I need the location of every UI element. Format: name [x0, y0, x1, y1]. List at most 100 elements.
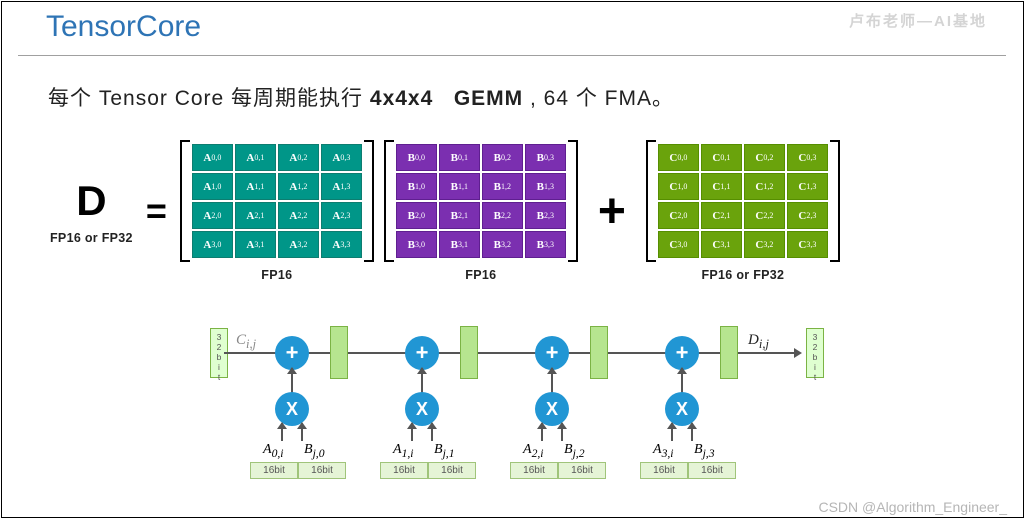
matrix-cell: A1,1	[235, 173, 276, 200]
matrix-cell: A1,0	[192, 173, 233, 200]
operand-a: A2,i	[523, 442, 544, 460]
matrix-cell: A2,1	[235, 202, 276, 229]
matrix-cell: C3,3	[787, 231, 828, 258]
matrix-B: B0,0B0,1B0,2B0,3B1,0B1,1B1,2B1,3B2,0B2,1…	[394, 142, 568, 260]
matrix-cell: B3,1	[439, 231, 480, 258]
fma-stage: +XA2,iBj,216bit16bit	[510, 320, 640, 490]
matrix-cell: B2,2	[482, 202, 523, 229]
matrix-cell: A3,0	[192, 231, 233, 258]
matrix-cell: B1,2	[482, 173, 523, 200]
matrix-cell: C2,1	[701, 202, 742, 229]
reg-16bit: 16bit	[298, 462, 346, 479]
matrix-cell: A2,3	[321, 202, 362, 229]
matrix-cell: B2,0	[396, 202, 437, 229]
mul-node-icon: X	[535, 392, 569, 426]
vconn-line	[681, 368, 683, 394]
operand-b: Bj,2	[564, 442, 585, 460]
matrix-cell: B2,3	[525, 202, 566, 229]
matrix-cell: B3,2	[482, 231, 523, 258]
matrix-cell: A1,2	[278, 173, 319, 200]
mul-node-icon: X	[275, 392, 309, 426]
operand-a: A1,i	[393, 442, 414, 460]
subtitle-prefix: 每个 Tensor Core 每周期能执行	[48, 87, 370, 110]
label-D: FP16 or FP32	[50, 231, 133, 245]
matrix-cell: C1,3	[787, 173, 828, 200]
register-box	[590, 326, 608, 379]
operand-a: A0,i	[263, 442, 284, 460]
fma-stage: +XA1,iBj,116bit16bit	[380, 320, 510, 490]
eq-equals: =	[143, 190, 170, 232]
matrix-cell: C3,0	[658, 231, 699, 258]
matrix-cell: C2,0	[658, 202, 699, 229]
subtitle-bold-dim: 4x4x4	[370, 87, 433, 110]
input-leg	[671, 423, 673, 441]
input-leg	[691, 423, 693, 441]
input-leg	[301, 423, 303, 441]
matrix-cell: A2,0	[192, 202, 233, 229]
add-node-icon: +	[665, 336, 699, 370]
add-node-icon: +	[405, 336, 439, 370]
matrix-cell: B3,3	[525, 231, 566, 258]
matrix-cell: C0,3	[787, 144, 828, 171]
matrix-cell: A3,3	[321, 231, 362, 258]
input-leg	[561, 423, 563, 441]
matrix-cell: B2,1	[439, 202, 480, 229]
matrix-cell: C0,0	[658, 144, 699, 171]
mul-node-icon: X	[665, 392, 699, 426]
matrix-cell: B0,3	[525, 144, 566, 171]
matrix-cell: B0,1	[439, 144, 480, 171]
matrix-cell: C0,2	[744, 144, 785, 171]
matrix-cell: C2,2	[744, 202, 785, 229]
add-node-icon: +	[535, 336, 569, 370]
register-box	[460, 326, 478, 379]
matrix-cell: A0,0	[192, 144, 233, 171]
add-node-icon: +	[275, 336, 309, 370]
matrix-cell: A0,1	[235, 144, 276, 171]
reg-16bit: 16bit	[250, 462, 298, 479]
page-title: TensorCore	[46, 10, 201, 44]
vconn-line	[421, 368, 423, 394]
vconn-line	[291, 368, 293, 394]
matrix-cell: C1,1	[701, 173, 742, 200]
mul-node-icon: X	[405, 392, 439, 426]
subtitle-bold-gemm: GEMM	[454, 87, 523, 110]
subtitle: 每个 Tensor Core 每周期能执行 4x4x4 GEMM , 64 个 …	[48, 82, 674, 112]
gemm-equation: D FP16 or FP32 = A0,0A0,1A0,2A0,3A1,0A1,…	[50, 140, 840, 282]
matrix-B-wrap: B0,0B0,1B0,2B0,3B1,0B1,1B1,2B1,3B2,0B2,1…	[384, 140, 578, 262]
watermark-top: 卢布老师—AI基地	[849, 10, 987, 31]
eq-plus: +	[588, 184, 636, 239]
matrix-cell: B0,2	[482, 144, 523, 171]
divider	[18, 55, 1006, 56]
matrix-cell: C3,1	[701, 231, 742, 258]
matrix-cell: A0,3	[321, 144, 362, 171]
label-C: FP16 or FP32	[701, 268, 784, 282]
matrix-cell: A2,2	[278, 202, 319, 229]
label-B: FP16	[465, 268, 496, 282]
matrix-C: C0,0C0,1C0,2C0,3C1,0C1,1C1,2C1,3C2,0C2,1…	[656, 142, 830, 260]
matrix-cell: B1,3	[525, 173, 566, 200]
register-box	[330, 326, 348, 379]
output-arrow-icon	[794, 348, 802, 358]
register-box	[720, 326, 738, 379]
operand-b: Bj,0	[304, 442, 325, 460]
matrix-cell: A1,3	[321, 173, 362, 200]
input-leg	[541, 423, 543, 441]
input-leg	[281, 423, 283, 441]
input-leg	[431, 423, 433, 441]
output-32bit-reg: 32bit	[806, 328, 824, 378]
matrix-cell: A3,2	[278, 231, 319, 258]
reg-16bit: 16bit	[510, 462, 558, 479]
matrix-cell: B3,0	[396, 231, 437, 258]
matrix-cell: B1,0	[396, 173, 437, 200]
label-A: FP16	[261, 268, 292, 282]
fma-stage: + X A0,i Bj,0 16bit16bit	[250, 320, 380, 490]
matrix-cell: A3,1	[235, 231, 276, 258]
matrix-cell: C1,2	[744, 173, 785, 200]
fma-flow-diagram: 32bit Ci,j +XA0,iBj,016bit16bit+XA1,iBj,…	[210, 320, 830, 500]
reg-16bit: 16bit	[640, 462, 688, 479]
reg-16bit: 16bit	[380, 462, 428, 479]
reg-16bit: 16bit	[688, 462, 736, 479]
matrix-C-wrap: C0,0C0,1C0,2C0,3C1,0C1,1C1,2C1,3C2,0C2,1…	[646, 140, 840, 262]
matrix-cell: B1,1	[439, 173, 480, 200]
operand-a: A3,i	[653, 442, 674, 460]
